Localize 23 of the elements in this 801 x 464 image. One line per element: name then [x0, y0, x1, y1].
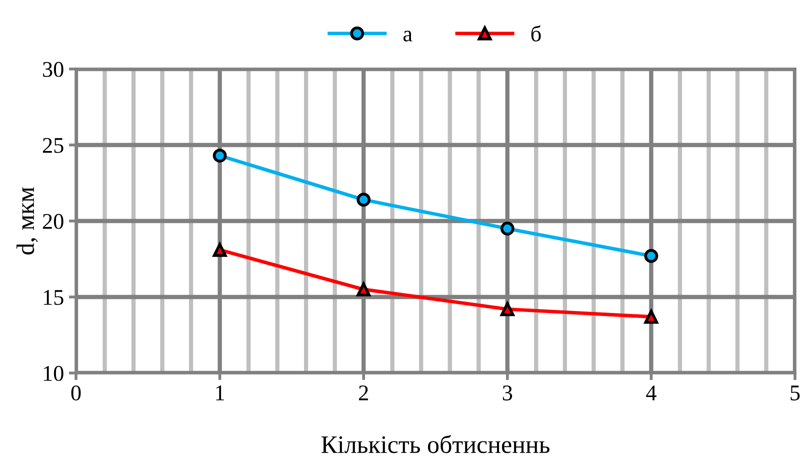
legend-label: б — [531, 25, 541, 42]
point — [356, 192, 371, 207]
x-tick-label: 3 — [502, 386, 512, 400]
point — [212, 242, 227, 257]
point — [356, 282, 371, 296]
y-tick-label: 10 — [44, 366, 64, 381]
x-tick-label: 5 — [790, 386, 800, 400]
y-tick-label: 30 — [43, 62, 64, 77]
y-tick-label: 25 — [42, 138, 64, 153]
point — [212, 148, 227, 163]
point — [644, 310, 658, 324]
x-tick-label: 1 — [216, 386, 224, 400]
legend-label: а — [403, 30, 412, 42]
x-axis-title: Кількість обтисненнь — [321, 434, 550, 454]
point — [644, 249, 658, 263]
x-tick-label: 4 — [646, 386, 656, 400]
point — [500, 302, 514, 316]
y-tick-label: 20 — [42, 214, 64, 229]
x-tick-label: 2 — [359, 386, 368, 400]
point — [500, 222, 514, 236]
y-tick-label: 15 — [44, 290, 64, 305]
x-tick-label: 0 — [71, 385, 81, 400]
y-axis-title: d, мкм — [16, 187, 38, 254]
